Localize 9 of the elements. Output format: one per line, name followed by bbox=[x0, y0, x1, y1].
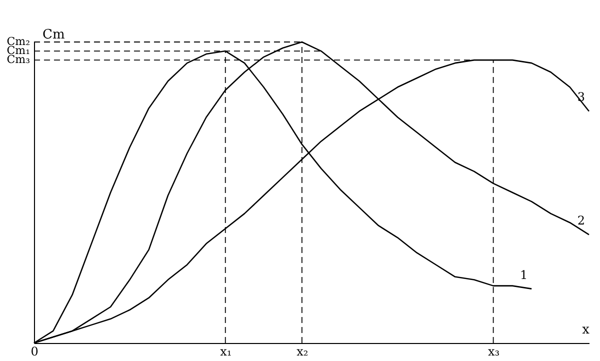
x-tick-label: x₃ bbox=[488, 344, 500, 358]
y-axis-title: Cm bbox=[42, 28, 65, 42]
x-axis-title: x bbox=[582, 322, 590, 338]
series-label: 1 bbox=[520, 268, 528, 282]
x-tick-label: x₁ bbox=[220, 344, 232, 358]
series-label: 2 bbox=[577, 214, 585, 228]
series-label: 3 bbox=[577, 90, 585, 104]
x-tick-label: 0 bbox=[30, 344, 38, 358]
x-tick-label: x₂ bbox=[296, 344, 308, 358]
